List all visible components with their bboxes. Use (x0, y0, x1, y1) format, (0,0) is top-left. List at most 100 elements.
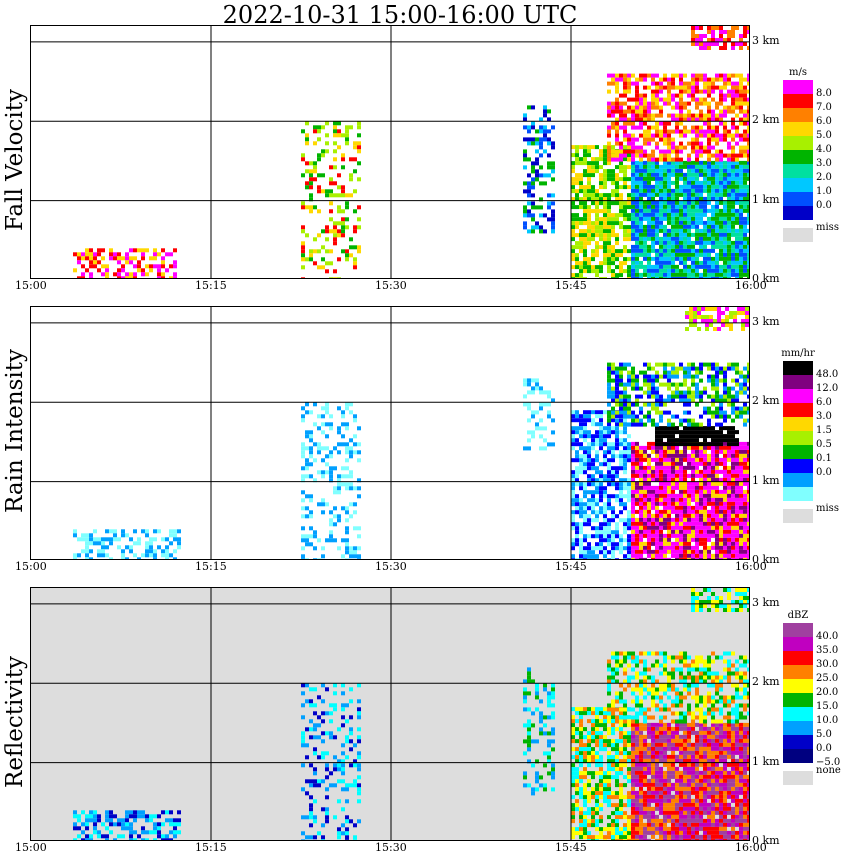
echo-cell (125, 814, 129, 819)
echo-cell (313, 751, 317, 756)
echo-cell (739, 248, 743, 253)
echo-cell (329, 470, 333, 475)
echo-cell (571, 819, 575, 824)
echo-cell (743, 256, 747, 261)
echo-cell (675, 121, 679, 126)
echo-cell (105, 268, 109, 273)
echo-cell (651, 485, 655, 490)
echo-cell (631, 176, 635, 181)
echo-cell (587, 482, 591, 487)
echo-cell (631, 180, 635, 185)
echo-cell (535, 141, 539, 146)
echo-cell (607, 410, 611, 415)
echo-cell (639, 232, 643, 237)
echo-cell (679, 232, 683, 237)
echo-cell (599, 486, 603, 491)
echo-cell (639, 453, 643, 458)
echo-cell (607, 129, 611, 134)
echo-cell (679, 541, 683, 546)
echo-cell (691, 390, 695, 395)
echo-cell (579, 775, 583, 780)
echo-cell (329, 426, 333, 431)
echo-cell (579, 161, 583, 166)
echo-cell (523, 783, 527, 788)
echo-cell (627, 498, 631, 503)
echo-cell (679, 220, 683, 225)
echo-cell (623, 165, 627, 170)
echo-cell (671, 93, 675, 98)
echo-cell (611, 510, 615, 515)
echo-cell (97, 818, 101, 823)
echo-cell (711, 533, 715, 538)
echo-cell (615, 77, 619, 82)
echo-cell (695, 208, 699, 213)
echo-cell (575, 145, 579, 150)
echo-cell (719, 180, 723, 185)
echo-cell (531, 711, 535, 716)
echo-cell (687, 533, 691, 538)
echo-cell (591, 157, 595, 162)
echo-cell (329, 414, 333, 419)
echo-cell (611, 261, 615, 266)
echo-cell (571, 775, 575, 780)
echo-cell (743, 85, 747, 90)
echo-cell (535, 149, 539, 154)
echo-cell (575, 739, 579, 744)
echo-cell (647, 414, 651, 419)
echo-cell (647, 445, 651, 450)
echo-cell (599, 197, 603, 202)
echo-cell (619, 185, 623, 190)
echo-cell (587, 229, 591, 234)
echo-cell (651, 418, 655, 423)
echo-cell (663, 434, 667, 439)
echo-cell (595, 707, 599, 712)
echo-cell (703, 430, 707, 435)
echo-cell (627, 442, 631, 447)
echo-cell (687, 129, 691, 134)
echo-cell (85, 545, 89, 550)
echo-cell (741, 311, 745, 315)
echo-cell (337, 835, 341, 840)
echo-cell (165, 549, 169, 554)
echo-cell (607, 173, 611, 178)
echo-cell (723, 545, 727, 550)
echo-cell (711, 276, 715, 278)
echo-cell (651, 137, 655, 142)
echo-cell (603, 550, 607, 555)
echo-cell (723, 461, 727, 466)
echo-cell (739, 406, 743, 411)
echo-cell (655, 256, 659, 261)
echo-cell (707, 109, 711, 114)
echo-cell (571, 189, 575, 194)
echo-cell (695, 485, 699, 490)
echo-cell (639, 473, 643, 478)
echo-cell (647, 180, 651, 185)
echo-cell (619, 486, 623, 491)
echo-cell (627, 277, 631, 278)
echo-cell (353, 414, 357, 419)
echo-cell (655, 517, 659, 522)
echo-cell (603, 145, 607, 150)
echo-cell (635, 414, 639, 419)
echo-cell (587, 450, 591, 455)
echo-cell (333, 141, 337, 146)
echo-cell (301, 201, 305, 206)
echo-cell (607, 538, 611, 543)
echo-cell (623, 410, 627, 415)
echo-cell (523, 137, 527, 142)
echo-cell (547, 394, 551, 399)
echo-cell (535, 426, 539, 431)
echo-cell (743, 473, 747, 478)
echo-cell (615, 486, 619, 491)
echo-cell (659, 204, 663, 209)
echo-cell (603, 546, 607, 551)
echo-cell (591, 819, 595, 824)
echo-cell (85, 549, 89, 554)
echo-cell (595, 526, 599, 531)
echo-cell (663, 172, 667, 177)
echo-cell (619, 153, 623, 158)
echo-cell (667, 509, 671, 514)
echo-cell (687, 390, 691, 395)
echo-cell (575, 510, 579, 515)
echo-cell (349, 157, 353, 162)
